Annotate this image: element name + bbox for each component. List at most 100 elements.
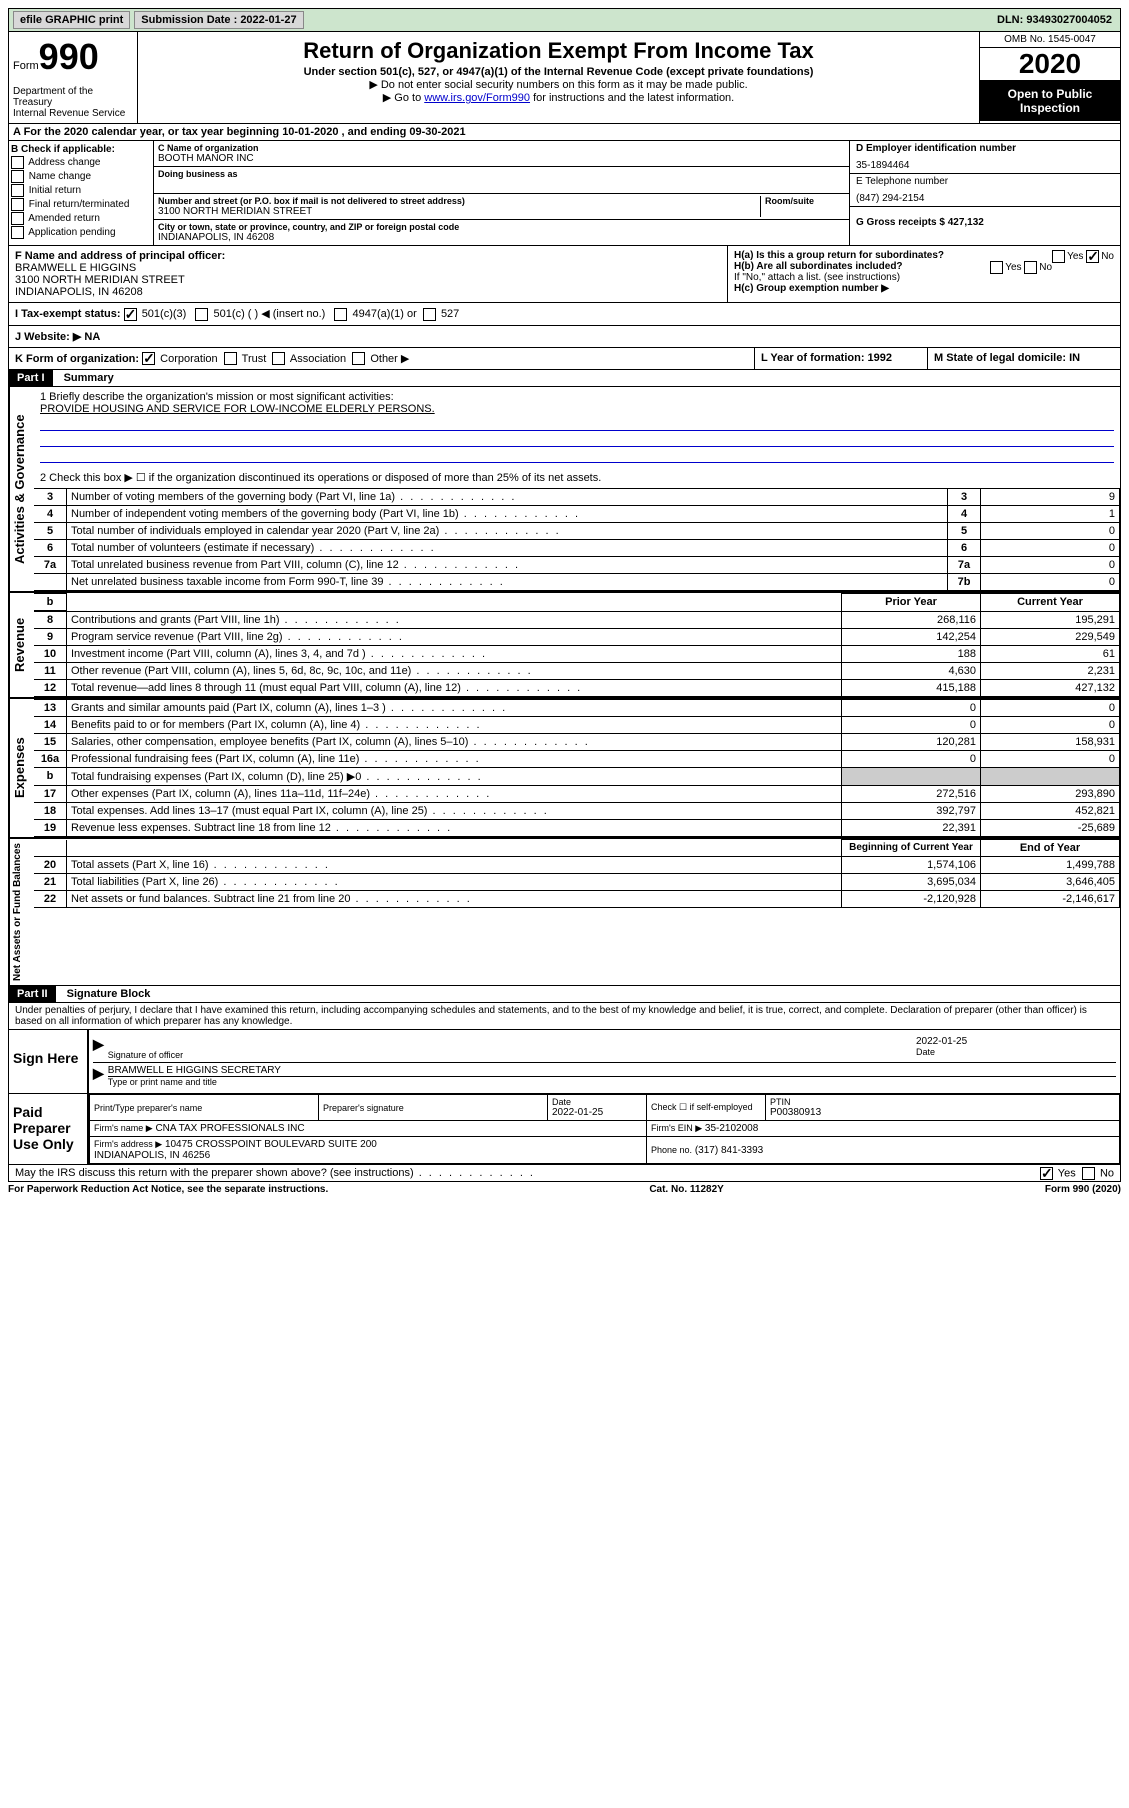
opt-527: 527 bbox=[441, 308, 459, 320]
footer-mid: Cat. No. 11282Y bbox=[649, 1184, 723, 1195]
summary-revenue: bPrior YearCurrent Year8Contributions an… bbox=[34, 593, 1120, 697]
prep-sig-label: Preparer's signature bbox=[323, 1103, 543, 1113]
footer: For Paperwork Reduction Act Notice, see … bbox=[8, 1182, 1121, 1197]
room-label: Room/suite bbox=[765, 196, 845, 206]
hb-yes[interactable] bbox=[990, 261, 1003, 274]
table-row: bTotal fundraising expenses (Part IX, co… bbox=[34, 768, 1120, 786]
form-org-label: K Form of organization: bbox=[15, 353, 139, 365]
yes-label: Yes bbox=[1067, 251, 1083, 262]
assoc-check[interactable] bbox=[272, 352, 285, 365]
table-row: 21Total liabilities (Part X, line 26)3,6… bbox=[34, 874, 1120, 891]
colb-item[interactable]: Name change bbox=[11, 170, 151, 183]
sign-here-section: Sign Here ▶ Signature of officer 2022-01… bbox=[8, 1030, 1121, 1094]
irs-link[interactable]: www.irs.gov/Form990 bbox=[424, 92, 530, 104]
table-row: 18Total expenses. Add lines 13–17 (must … bbox=[34, 803, 1120, 820]
firm-name: CNA TAX PROFESSIONALS INC bbox=[155, 1123, 304, 1134]
efile-btn[interactable]: efile GRAPHIC print bbox=[13, 11, 130, 29]
part1-title: Summary bbox=[56, 372, 114, 384]
501c-check[interactable] bbox=[195, 308, 208, 321]
part2-tab: Part II bbox=[9, 986, 56, 1002]
hc-label: H(c) Group exemption number ▶ bbox=[734, 283, 889, 294]
officer-addr1: 3100 NORTH MERIDIAN STREET bbox=[15, 274, 721, 286]
summary-net: Beginning of Current YearEnd of Year20To… bbox=[34, 839, 1120, 908]
hb-no[interactable] bbox=[1024, 261, 1037, 274]
vert-netassets: Net Assets or Fund Balances bbox=[9, 839, 34, 985]
prep-date: 2022-01-25 bbox=[552, 1107, 642, 1118]
trust-check[interactable] bbox=[224, 352, 237, 365]
yes-label3: Yes bbox=[1058, 1168, 1076, 1180]
501c3-check[interactable] bbox=[124, 308, 137, 321]
tax-status-label: I Tax-exempt status: bbox=[15, 308, 121, 320]
opt-corp: Corporation bbox=[160, 353, 217, 365]
website: J Website: ▶ NA bbox=[15, 331, 100, 343]
perjury: Under penalties of perjury, I declare th… bbox=[8, 1003, 1121, 1030]
form-box: Form990 bbox=[9, 32, 138, 82]
opt-4947: 4947(a)(1) or bbox=[353, 308, 417, 320]
discuss-no[interactable] bbox=[1082, 1167, 1095, 1180]
line2: 2 Check this box ▶ ☐ if the organization… bbox=[40, 471, 1114, 484]
4947-check[interactable] bbox=[334, 308, 347, 321]
table-row: 13Grants and similar amounts paid (Part … bbox=[34, 700, 1120, 717]
table-row: 15Salaries, other compensation, employee… bbox=[34, 734, 1120, 751]
opt-501c3: 501(c)(3) bbox=[142, 308, 187, 320]
vert-expenses: Expenses bbox=[9, 699, 34, 837]
ein-value: 35-1894464 bbox=[856, 154, 1114, 171]
table-row: 17Other expenses (Part IX, column (A), l… bbox=[34, 786, 1120, 803]
table-row: 20Total assets (Part X, line 16)1,574,10… bbox=[34, 857, 1120, 874]
other-check[interactable] bbox=[352, 352, 365, 365]
527-check[interactable] bbox=[423, 308, 436, 321]
omb-box: OMB No. 1545-0047 2020 Open to Public In… bbox=[979, 32, 1120, 123]
part1-header: Part I Summary bbox=[8, 370, 1121, 387]
table-row: Net unrelated business taxable income fr… bbox=[34, 574, 1120, 591]
page-title: Return of Organization Exempt From Incom… bbox=[142, 38, 975, 64]
part2-header: Part II Signature Block bbox=[8, 986, 1121, 1003]
section-a: A For the 2020 calendar year, or tax yea… bbox=[8, 124, 1121, 141]
no-label3: No bbox=[1100, 1168, 1114, 1180]
table-row: 9Program service revenue (Part VIII, lin… bbox=[34, 629, 1120, 646]
street-address: 3100 NORTH MERIDIAN STREET bbox=[158, 206, 760, 217]
year-formation: L Year of formation: 1992 bbox=[761, 352, 892, 364]
colb-item[interactable]: Amended return bbox=[11, 212, 151, 225]
instr2-post: for instructions and the latest informat… bbox=[530, 92, 734, 104]
ha-yes[interactable] bbox=[1052, 250, 1065, 263]
firm-ein: 35-2102008 bbox=[705, 1123, 758, 1134]
row-i: I Tax-exempt status: 501(c)(3) 501(c) ( … bbox=[8, 303, 1121, 326]
phone-value: (847) 294-2154 bbox=[856, 187, 1114, 204]
part1-tab: Part I bbox=[9, 370, 53, 386]
sign-here-label: Sign Here bbox=[9, 1030, 89, 1093]
firm-ein-label: Firm's EIN ▶ bbox=[651, 1123, 702, 1133]
footer-left: For Paperwork Reduction Act Notice, see … bbox=[8, 1184, 328, 1195]
colb-item[interactable]: Application pending bbox=[11, 226, 151, 239]
firm-phone-label: Phone no. bbox=[651, 1145, 692, 1155]
top-bar: efile GRAPHIC print Submission Date : 20… bbox=[8, 8, 1121, 32]
colb-item[interactable]: Address change bbox=[11, 156, 151, 169]
corp-check[interactable] bbox=[142, 352, 155, 365]
city-value: INDIANAPOLIS, IN 46208 bbox=[158, 232, 845, 243]
opt-501c: 501(c) ( ) ◀ (insert no.) bbox=[214, 308, 326, 320]
no-label: No bbox=[1101, 251, 1114, 262]
line1: 1 Briefly describe the organization's mi… bbox=[40, 391, 1114, 403]
discuss-yes[interactable] bbox=[1040, 1167, 1053, 1180]
sig-officer-label: Signature of officer bbox=[108, 1050, 916, 1060]
org-name: BOOTH MANOR INC bbox=[158, 153, 845, 164]
city-label: City or town, state or province, country… bbox=[158, 222, 845, 232]
no-label2: No bbox=[1039, 262, 1052, 273]
colb-item[interactable]: Initial return bbox=[11, 184, 151, 197]
officer-print-name: BRAMWELL E HIGGINS SECRETARY bbox=[108, 1065, 1116, 1076]
ha-no[interactable] bbox=[1086, 250, 1099, 263]
discuss-row: May the IRS discuss this return with the… bbox=[8, 1165, 1121, 1182]
discuss-label: May the IRS discuss this return with the… bbox=[15, 1167, 535, 1179]
footer-right: Form 990 (2020) bbox=[1045, 1184, 1121, 1195]
state-domicile: M State of legal domicile: IN bbox=[934, 352, 1080, 364]
colb-item[interactable]: Final return/terminated bbox=[11, 198, 151, 211]
opt-other: Other ▶ bbox=[370, 353, 409, 365]
hb-label: H(b) Are all subordinates included? bbox=[734, 261, 903, 272]
subdate-btn[interactable]: Submission Date : 2022-01-27 bbox=[134, 11, 303, 29]
gross-receipts: G Gross receipts $ 427,132 bbox=[856, 217, 984, 228]
part2-title: Signature Block bbox=[59, 988, 151, 1000]
table-row: 11Other revenue (Part VIII, column (A), … bbox=[34, 663, 1120, 680]
phone-label: E Telephone number bbox=[856, 176, 1114, 187]
officer-label: F Name and address of principal officer: bbox=[15, 250, 721, 262]
opt-trust: Trust bbox=[242, 353, 267, 365]
colb-label: B Check if applicable: bbox=[11, 144, 151, 155]
